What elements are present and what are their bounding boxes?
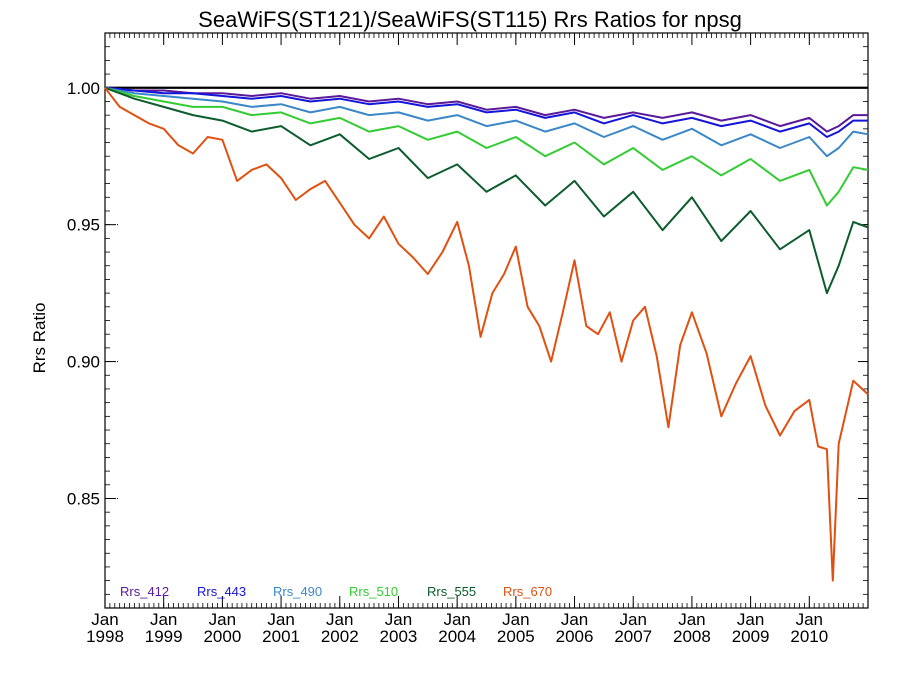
x-tick-year: 2003 — [380, 627, 418, 646]
x-tick-year: 2000 — [203, 627, 241, 646]
series-line-rrs_412 — [104, 86, 868, 133]
x-tick-year: 2002 — [321, 627, 359, 646]
y-tick-label: 0.90 — [67, 353, 100, 372]
x-tick-month: Jan — [326, 610, 353, 629]
x-tick-month: Jan — [737, 610, 764, 629]
x-tick-year: 2006 — [556, 627, 594, 646]
series-line-rrs_555 — [104, 86, 869, 295]
x-tick-month: Jan — [267, 610, 294, 629]
x-tick-month: Jan — [678, 610, 705, 629]
x-tick-month: Jan — [150, 610, 177, 629]
series-lines — [104, 86, 869, 582]
x-tick-year: 2007 — [614, 627, 652, 646]
series-line-rrs_670 — [104, 87, 869, 582]
x-axis: Jan1998Jan1999Jan2000Jan2001Jan2002Jan20… — [86, 33, 869, 646]
x-tick-month: Jan — [385, 610, 412, 629]
legend-entry-rrs_490: Rrs_490 — [273, 584, 322, 599]
x-tick-year: 1998 — [86, 627, 124, 646]
y-tick-label: 0.85 — [67, 489, 100, 508]
y-tick-label: 1.00 — [67, 79, 100, 98]
x-tick-month: Jan — [620, 610, 647, 629]
x-tick-month: Jan — [796, 610, 823, 629]
x-tick-year: 2009 — [732, 627, 770, 646]
series-line-rrs_490 — [104, 86, 869, 158]
legend-entry-rrs_412: Rrs_412 — [120, 584, 169, 599]
legend-entry-rrs_555: Rrs_555 — [427, 584, 476, 599]
chart-title: SeaWiFS(ST121)/SeaWiFS(ST115) Rrs Ratios… — [198, 7, 742, 32]
x-tick-month: Jan — [209, 610, 236, 629]
legend: Rrs_412 Rrs_443 Rrs_490 Rrs_510 Rrs_555 Rrs_6… — [120, 584, 552, 599]
y-axis-label: Rrs Ratio — [30, 303, 49, 374]
series-line-rrs_443 — [104, 86, 868, 138]
x-tick-year: 2001 — [262, 627, 300, 646]
legend-entry-rrs_443: Rrs_443 — [197, 584, 246, 599]
series-line-rrs_510 — [104, 86, 869, 207]
x-tick-year: 2008 — [673, 627, 711, 646]
x-tick-year: 2004 — [438, 627, 476, 646]
legend-entry-rrs_510: Rrs_510 — [349, 584, 398, 599]
x-tick-month: Jan — [502, 610, 529, 629]
legend-entry-rrs_670: Rrs_670 — [503, 584, 552, 599]
x-tick-year: 2010 — [790, 627, 828, 646]
y-axis: 0.85 0.90 0.95 1.00 — [67, 32, 868, 595]
x-tick-month: Jan — [561, 610, 588, 629]
x-tick-month: Jan — [91, 610, 118, 629]
x-tick-year: 2005 — [497, 627, 535, 646]
x-tick-year: 1999 — [145, 627, 183, 646]
y-tick-label: 0.95 — [67, 216, 100, 235]
x-tick-month: Jan — [443, 610, 470, 629]
